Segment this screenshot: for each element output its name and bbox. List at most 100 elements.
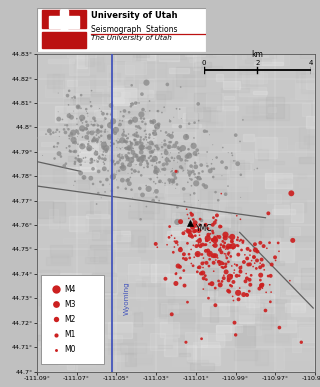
Bar bbox=[151, 61, 170, 71]
Point bbox=[121, 128, 126, 134]
Point bbox=[153, 128, 158, 134]
Point bbox=[170, 129, 175, 135]
Bar bbox=[171, 227, 197, 235]
Bar bbox=[260, 219, 283, 237]
Point bbox=[197, 238, 202, 244]
Bar bbox=[239, 303, 259, 322]
Bar bbox=[61, 296, 84, 313]
Bar bbox=[90, 201, 111, 214]
Point bbox=[81, 127, 86, 134]
Point bbox=[244, 271, 249, 277]
Point bbox=[237, 285, 242, 291]
Point bbox=[210, 228, 215, 234]
Point bbox=[204, 241, 209, 248]
Bar bbox=[130, 354, 152, 364]
Point bbox=[189, 141, 195, 147]
Point bbox=[56, 90, 61, 96]
Point bbox=[85, 113, 91, 119]
Point bbox=[71, 149, 76, 155]
Point bbox=[67, 113, 72, 119]
Bar bbox=[295, 142, 306, 156]
Point bbox=[170, 165, 175, 171]
Point bbox=[80, 134, 85, 140]
Point bbox=[228, 253, 233, 260]
Point bbox=[193, 220, 198, 226]
Point bbox=[167, 177, 172, 183]
Bar bbox=[198, 55, 208, 64]
Bar bbox=[293, 303, 308, 305]
Bar bbox=[186, 113, 198, 128]
Bar bbox=[167, 197, 189, 217]
Point bbox=[175, 219, 180, 225]
Point bbox=[99, 139, 104, 145]
Point bbox=[132, 137, 137, 143]
Point bbox=[90, 156, 95, 163]
Point bbox=[190, 168, 196, 175]
Point bbox=[219, 260, 224, 266]
Bar bbox=[76, 89, 103, 110]
Bar bbox=[301, 268, 317, 289]
Bar bbox=[310, 349, 320, 365]
Point bbox=[179, 157, 184, 163]
Bar bbox=[212, 193, 227, 215]
Point bbox=[58, 154, 63, 160]
Point bbox=[192, 120, 197, 126]
Bar bbox=[249, 295, 274, 313]
Point bbox=[211, 174, 216, 180]
Bar bbox=[201, 333, 224, 347]
Bar bbox=[42, 347, 69, 363]
Point bbox=[106, 168, 111, 174]
Bar bbox=[202, 204, 219, 218]
Point bbox=[184, 132, 189, 138]
Point bbox=[94, 151, 100, 158]
Point bbox=[211, 230, 216, 236]
Bar bbox=[60, 273, 81, 286]
Point bbox=[100, 152, 106, 158]
Point bbox=[231, 158, 236, 164]
Point bbox=[182, 199, 187, 205]
Bar bbox=[88, 148, 100, 165]
Point bbox=[73, 139, 78, 146]
Point bbox=[191, 216, 196, 223]
Point bbox=[132, 142, 137, 148]
Bar bbox=[49, 216, 68, 229]
Point bbox=[166, 234, 172, 240]
Bar bbox=[253, 313, 266, 331]
Point bbox=[75, 134, 80, 140]
Point bbox=[67, 149, 72, 155]
Bar bbox=[120, 343, 146, 353]
Bar bbox=[246, 296, 259, 307]
Point bbox=[85, 136, 91, 142]
Point bbox=[221, 272, 227, 278]
Point bbox=[86, 141, 91, 147]
Point bbox=[74, 116, 79, 122]
Point bbox=[163, 147, 168, 153]
Point bbox=[153, 125, 158, 131]
Bar bbox=[134, 193, 163, 198]
Bar bbox=[41, 315, 51, 335]
Point bbox=[217, 247, 222, 253]
Point bbox=[264, 245, 269, 252]
Bar bbox=[193, 50, 200, 70]
Point bbox=[148, 153, 153, 159]
Bar bbox=[294, 277, 320, 282]
Point bbox=[67, 143, 72, 149]
Bar bbox=[115, 48, 135, 60]
Point bbox=[110, 127, 116, 133]
Point bbox=[165, 81, 170, 87]
Bar bbox=[246, 68, 257, 88]
Point bbox=[238, 172, 243, 178]
Point bbox=[194, 243, 199, 249]
Point bbox=[213, 257, 218, 263]
Point bbox=[67, 88, 72, 94]
Point bbox=[139, 149, 144, 155]
Point bbox=[100, 140, 105, 146]
Bar bbox=[267, 194, 281, 203]
Point bbox=[226, 251, 231, 257]
Point bbox=[184, 226, 189, 232]
Bar bbox=[78, 146, 97, 163]
Point bbox=[120, 118, 125, 124]
Point bbox=[221, 260, 226, 267]
Point bbox=[108, 110, 113, 116]
Bar bbox=[94, 200, 108, 214]
